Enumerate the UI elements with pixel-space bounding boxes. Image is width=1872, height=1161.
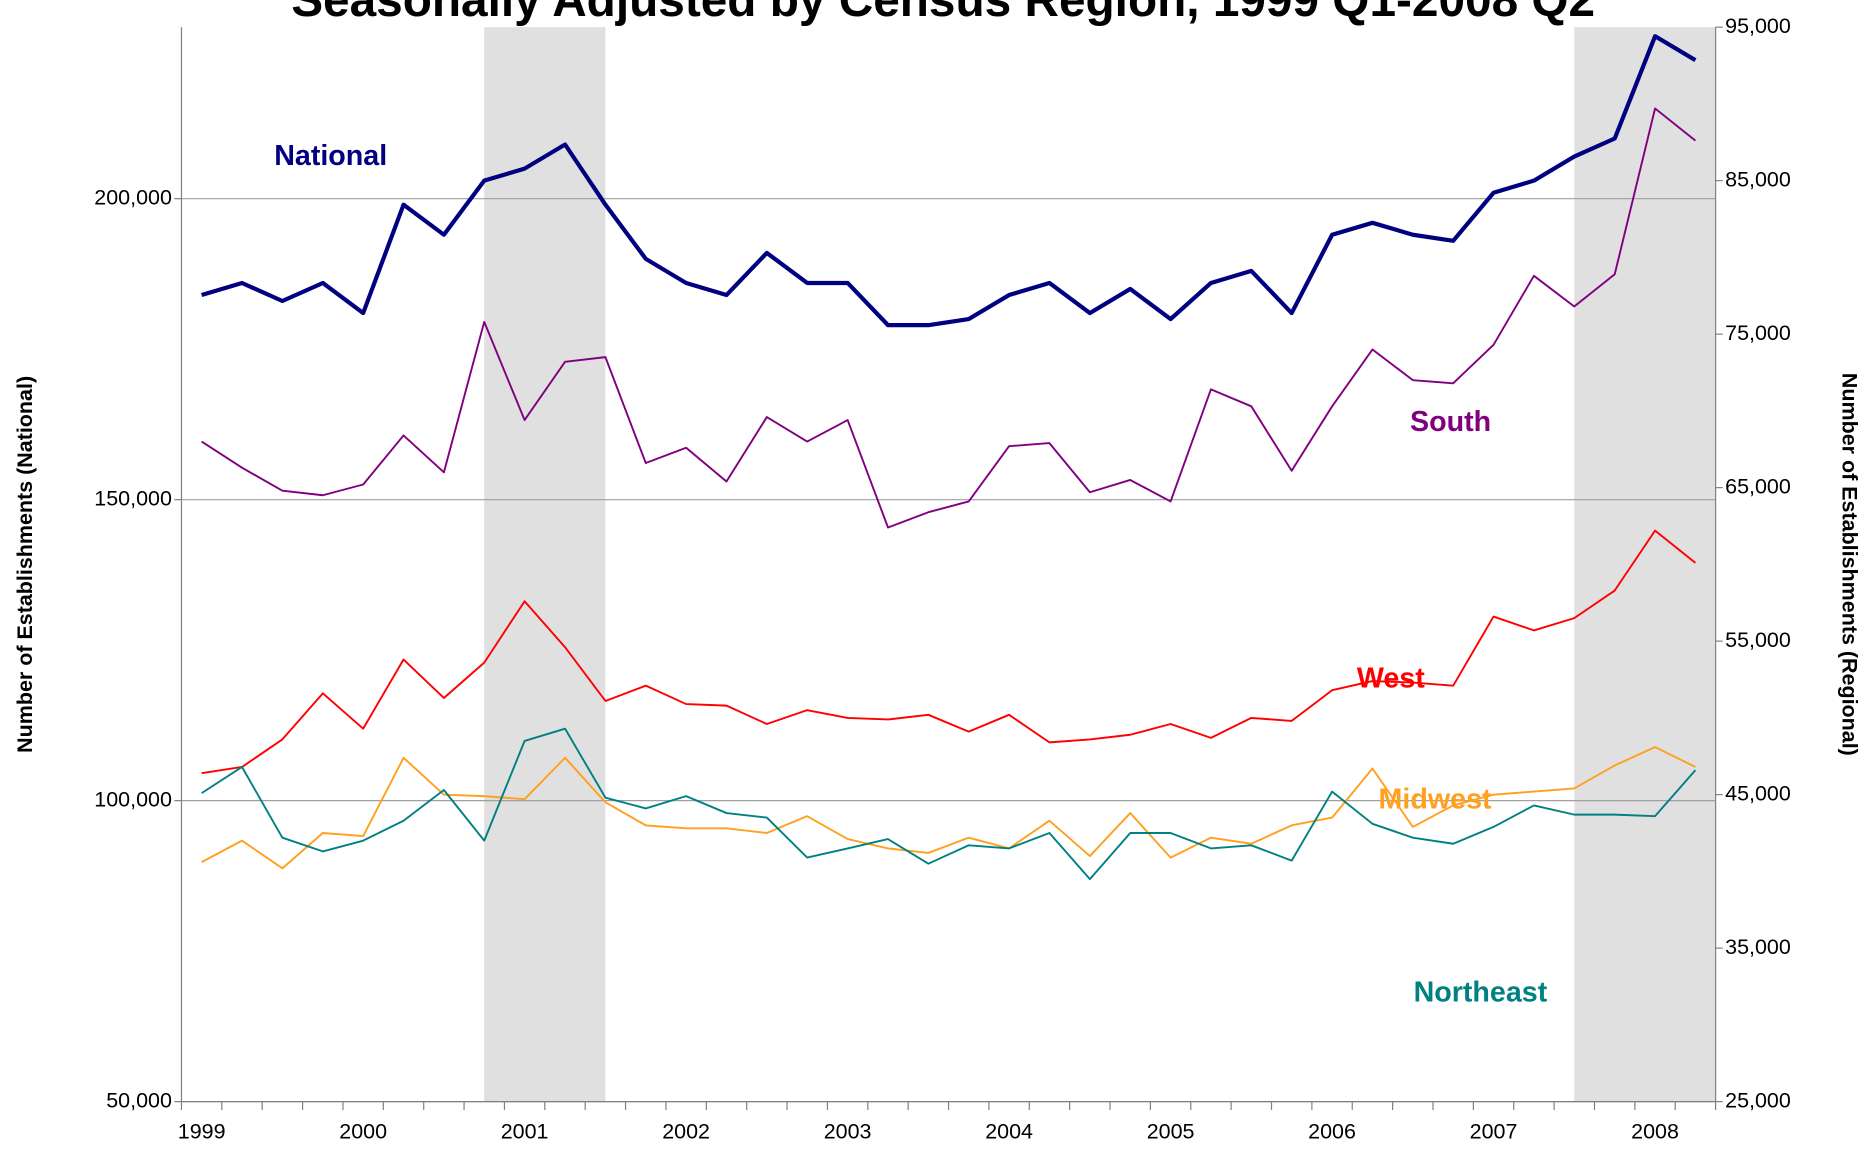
y2-tick-label: 35,000 bbox=[1725, 935, 1791, 959]
series-label: Northeast bbox=[1414, 977, 1548, 1009]
y2-axis-title: Number of Establishments (Regional) bbox=[1837, 373, 1861, 756]
y2-tick-label: 55,000 bbox=[1725, 628, 1791, 652]
series-label: Midwest bbox=[1379, 783, 1492, 815]
x-tick-label: 2007 bbox=[1470, 1119, 1518, 1143]
x-tick-label: 2002 bbox=[662, 1119, 710, 1143]
y2-tick-label: 25,000 bbox=[1725, 1088, 1791, 1112]
x-tick-label: 2006 bbox=[1308, 1119, 1356, 1143]
y2-tick-label: 45,000 bbox=[1725, 781, 1791, 805]
series-line bbox=[201, 529, 1697, 775]
x-tick-label: 2001 bbox=[501, 1119, 549, 1143]
series-label: West bbox=[1357, 663, 1425, 695]
recession-shade bbox=[484, 27, 606, 1102]
series-label: South bbox=[1410, 406, 1491, 438]
y2-tick-label: 75,000 bbox=[1725, 321, 1791, 345]
y-tick-label: 150,000 bbox=[94, 486, 172, 510]
x-tick-label: 2004 bbox=[985, 1119, 1033, 1143]
y-tick-label: 100,000 bbox=[94, 787, 172, 811]
series-label: National bbox=[274, 140, 387, 172]
series-line bbox=[201, 746, 1696, 870]
x-tick-label: 2000 bbox=[339, 1119, 387, 1143]
recession-shade bbox=[1574, 27, 1716, 1102]
y2-tick-label: 85,000 bbox=[1725, 167, 1791, 191]
x-tick-label: 2003 bbox=[824, 1119, 872, 1143]
y-tick-label: 200,000 bbox=[94, 185, 172, 209]
x-tick-label: 2008 bbox=[1631, 1119, 1679, 1143]
series-line bbox=[201, 34, 1697, 328]
x-tick-label: 1999 bbox=[178, 1119, 226, 1143]
x-tick-label: 2005 bbox=[1147, 1119, 1195, 1143]
y2-tick-label: 65,000 bbox=[1725, 474, 1791, 498]
series-line bbox=[201, 727, 1697, 881]
chart-title: Seasonally Adjusted by Census Region, 19… bbox=[291, 0, 1595, 27]
y-tick-label: 50,000 bbox=[106, 1088, 172, 1112]
y2-tick-label: 95,000 bbox=[1725, 14, 1791, 38]
series-line bbox=[201, 107, 1697, 529]
y-axis-title: Number of Establishments (National) bbox=[13, 376, 37, 753]
